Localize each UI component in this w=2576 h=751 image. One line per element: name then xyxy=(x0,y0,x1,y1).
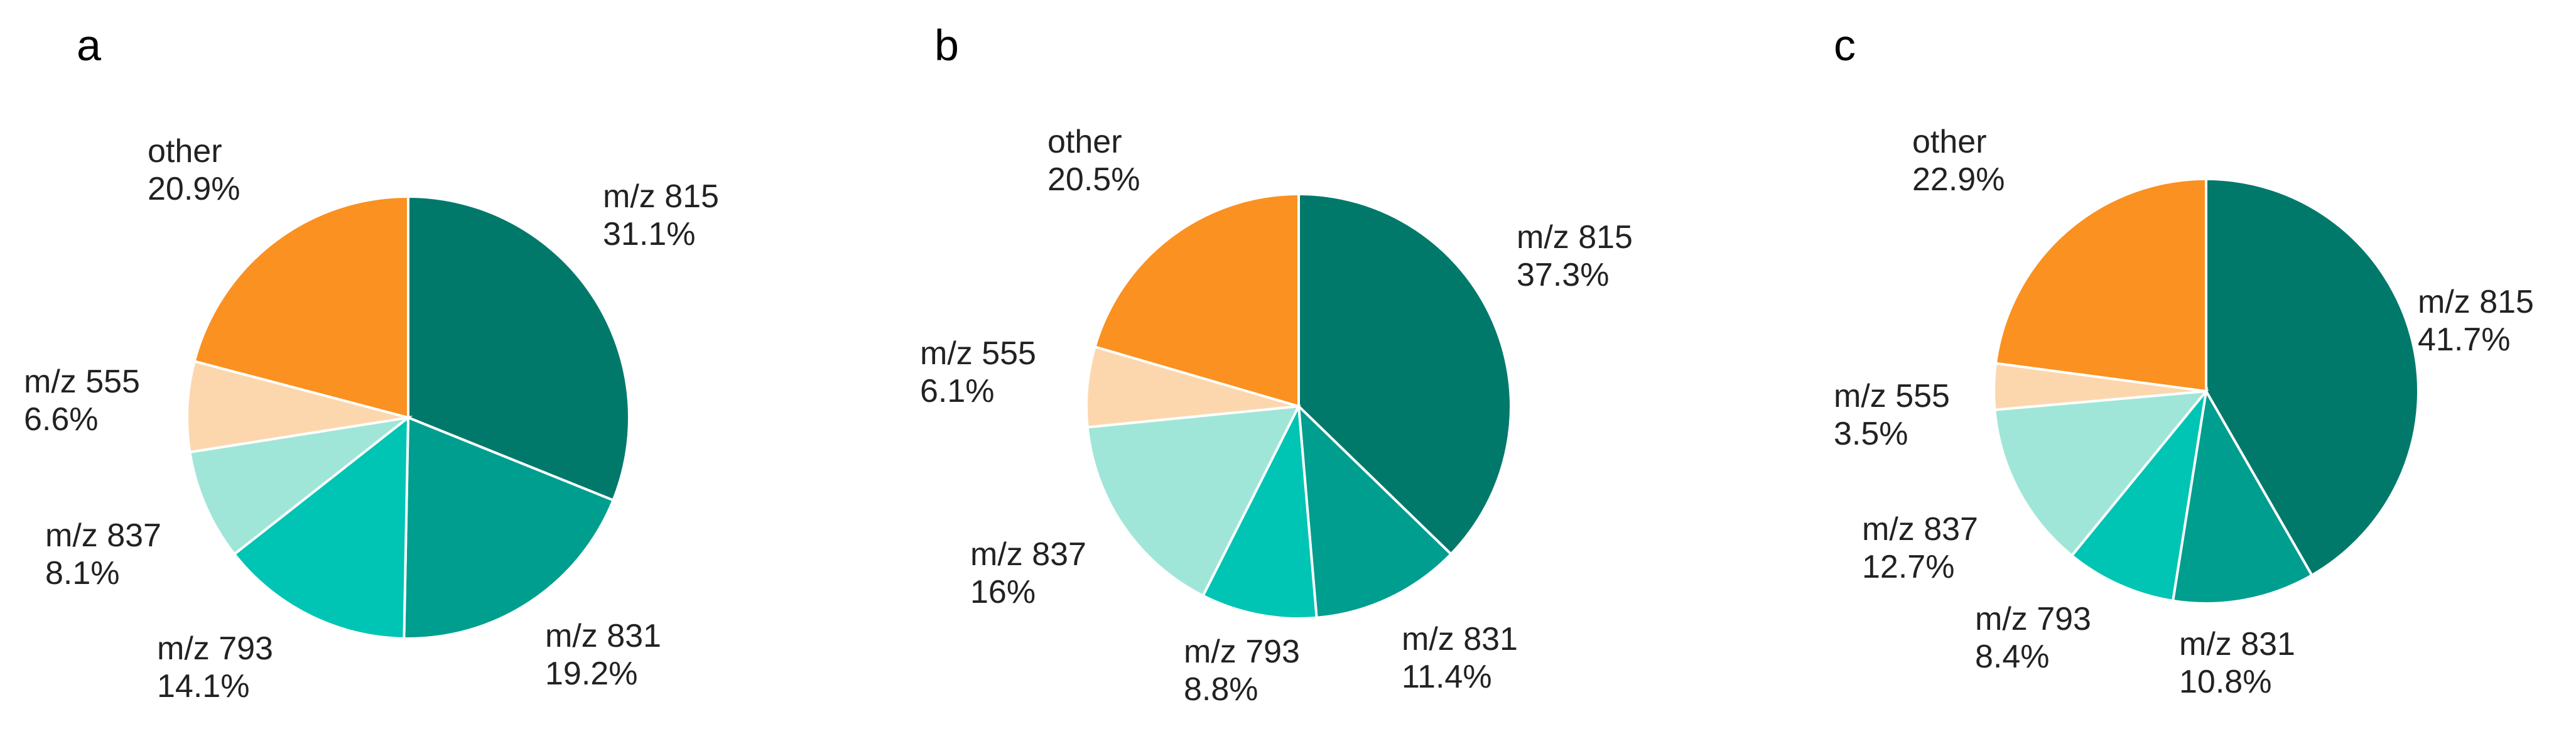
slice-name-label: m/z 793 xyxy=(157,630,273,667)
slice-value-label: 16% xyxy=(970,574,1036,610)
slice-value-label: 20.9% xyxy=(148,171,240,207)
slice-value-label: 41.7% xyxy=(2418,321,2510,358)
slice-name-label: m/z 793 xyxy=(1184,634,1300,670)
slice-name-label: m/z 837 xyxy=(45,517,161,554)
pie-slice-m-z-555 xyxy=(1085,345,1299,429)
pie-slice-m-z-837 xyxy=(1086,404,1301,598)
slice-name-label: m/z 555 xyxy=(920,335,1036,372)
pie-slice-m-z-555 xyxy=(186,359,409,454)
slice-value-label: 11.4% xyxy=(1402,659,1492,695)
pie-b xyxy=(1085,192,1512,620)
slice-value-label: 8.1% xyxy=(45,555,120,592)
slice-name-label: m/z 837 xyxy=(1862,511,1978,548)
slice-name-label: m/z 555 xyxy=(24,364,140,400)
pie-slice-other xyxy=(1093,192,1300,408)
pie-slice-m-z-815 xyxy=(1297,192,1512,556)
slice-value-label: 31.1% xyxy=(603,216,695,252)
slice-name-label: m/z 793 xyxy=(1975,601,2091,637)
slice-name-label: m/z 815 xyxy=(2418,284,2534,320)
slice-name-label: m/z 831 xyxy=(1402,621,1518,657)
slice-value-label: 10.8% xyxy=(2179,664,2271,700)
slice-name-label: m/z 831 xyxy=(2179,626,2295,662)
pie-slice-m-z-831 xyxy=(2171,387,2314,605)
slice-value-label: 20.5% xyxy=(1047,161,1140,198)
slice-name-label: other xyxy=(1047,124,1122,160)
pie-slice-m-z-793 xyxy=(232,414,410,640)
slice-value-label: 3.5% xyxy=(1834,416,1908,452)
slice-name-label: m/z 815 xyxy=(603,178,719,215)
pie-slice-other xyxy=(1994,177,2207,393)
slice-value-label: 8.4% xyxy=(1975,639,2050,675)
slice-value-label: 12.7% xyxy=(1862,549,1954,585)
pie-slice-m-z-815 xyxy=(407,195,630,502)
pie-slice-m-z-793 xyxy=(2070,387,2209,603)
pie-slice-m-z-837 xyxy=(1993,389,2209,558)
slice-name-label: m/z 837 xyxy=(970,536,1086,573)
panel-label-a: a xyxy=(77,21,101,70)
slice-name-label: other xyxy=(148,133,222,170)
slice-name-label: m/z 831 xyxy=(545,618,661,654)
slice-name-label: m/z 555 xyxy=(1834,378,1950,414)
pie-slice-m-z-831 xyxy=(1297,403,1453,619)
slice-value-label: 6.1% xyxy=(920,373,995,409)
slice-name-label: other xyxy=(1912,124,1987,160)
pie-slice-m-z-837 xyxy=(188,415,413,556)
panel-label-b: b xyxy=(934,21,959,70)
slice-value-label: 37.3% xyxy=(1517,257,1609,293)
slice-value-label: 14.1% xyxy=(157,668,249,705)
pie-slice-m-z-815 xyxy=(2205,177,2420,577)
slice-value-label: 22.9% xyxy=(1912,161,2005,198)
pie-slice-m-z-793 xyxy=(1201,401,1318,620)
pie-c xyxy=(1993,177,2420,605)
slice-value-label: 6.6% xyxy=(24,401,99,438)
slice-value-label: 19.2% xyxy=(545,656,637,692)
pie-a xyxy=(186,195,630,640)
pie-slice-m-z-831 xyxy=(403,416,615,640)
panel-label-c: c xyxy=(1834,21,1856,70)
slice-name-label: m/z 815 xyxy=(1517,219,1633,256)
slice-value-label: 8.8% xyxy=(1184,671,1258,708)
pie-slice-other xyxy=(193,195,409,419)
